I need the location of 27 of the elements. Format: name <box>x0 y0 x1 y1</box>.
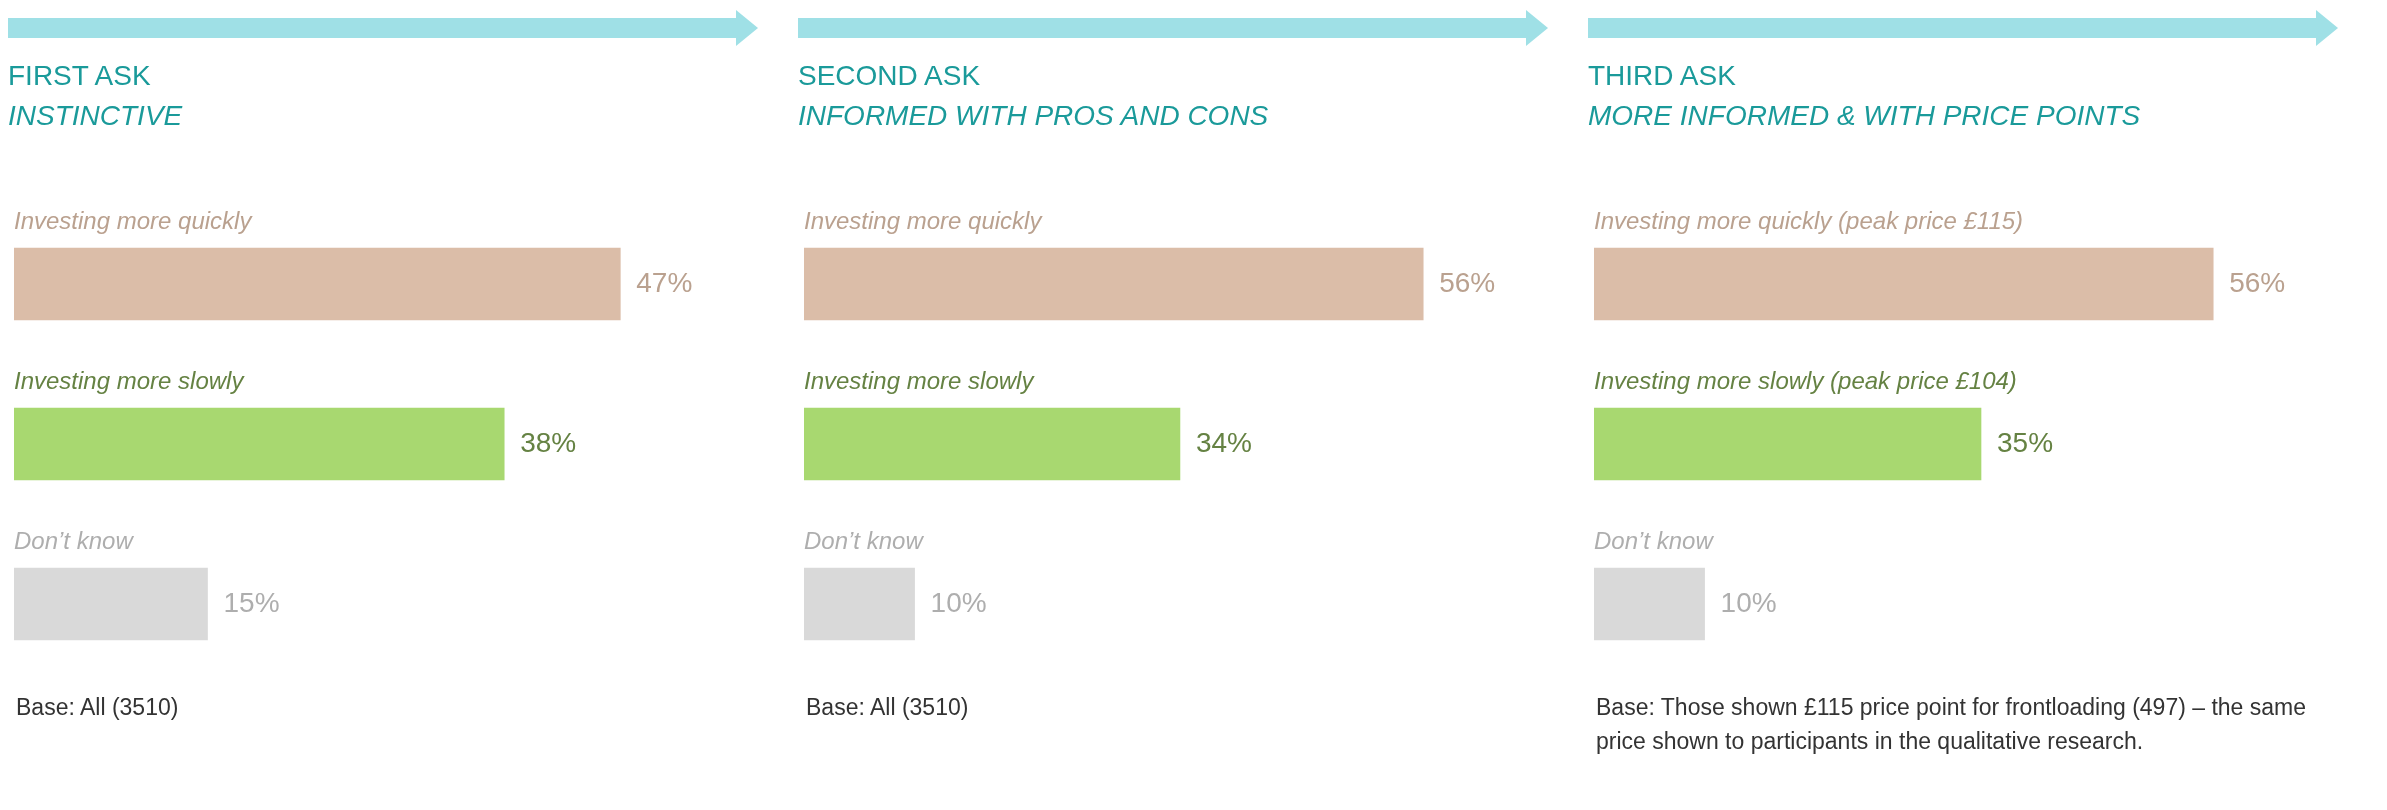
y-tick-label: Don’t know <box>14 526 135 554</box>
chart-title: FIRST ASK <box>8 60 152 93</box>
data-label: 10% <box>930 586 987 618</box>
text: Base: All (3510) <box>16 693 180 722</box>
chart-title: THIRD ASK <box>1588 60 1737 93</box>
y-tick-label: Investing more slowly <box>804 366 1036 394</box>
chart-title: SECOND ASK <box>798 60 982 93</box>
text: Base: All (3510) <box>806 693 970 722</box>
y-tick-label: Investing more slowly (peak price £104) <box>1594 366 2017 394</box>
data-label: 38% <box>520 426 577 458</box>
data-label: 56% <box>2229 266 2286 298</box>
y-tick-label: Don’t know <box>804 526 925 554</box>
data-label: 47% <box>636 266 693 298</box>
chart-subtitle: INFORMED WITH PROS AND CONS <box>798 100 1270 133</box>
data-label: 56% <box>1439 266 1496 298</box>
y-tick-label: Investing more quickly <box>804 206 1044 234</box>
data-label: 34% <box>1195 426 1252 458</box>
data-label: 35% <box>1997 426 2054 458</box>
data-label: 15% <box>223 586 280 618</box>
y-tick-label: Investing more quickly <box>14 206 254 234</box>
chart-subtitle: INSTINCTIVE <box>8 100 184 133</box>
data-label: 10% <box>1720 586 1777 618</box>
y-tick-label: Don’t know <box>1594 526 1715 554</box>
y-tick-label: Investing more slowly <box>14 366 246 394</box>
text: Base: Those shown £115 price point for frontloading (497) – the same price shown to participants in the qualitative research. <box>1596 693 2308 756</box>
y-tick-label: Investing more quickly (peak price £115) <box>1594 206 2024 234</box>
chart-subtitle: MORE INFORMED & WITH PRICE POINTS <box>1588 100 2142 133</box>
